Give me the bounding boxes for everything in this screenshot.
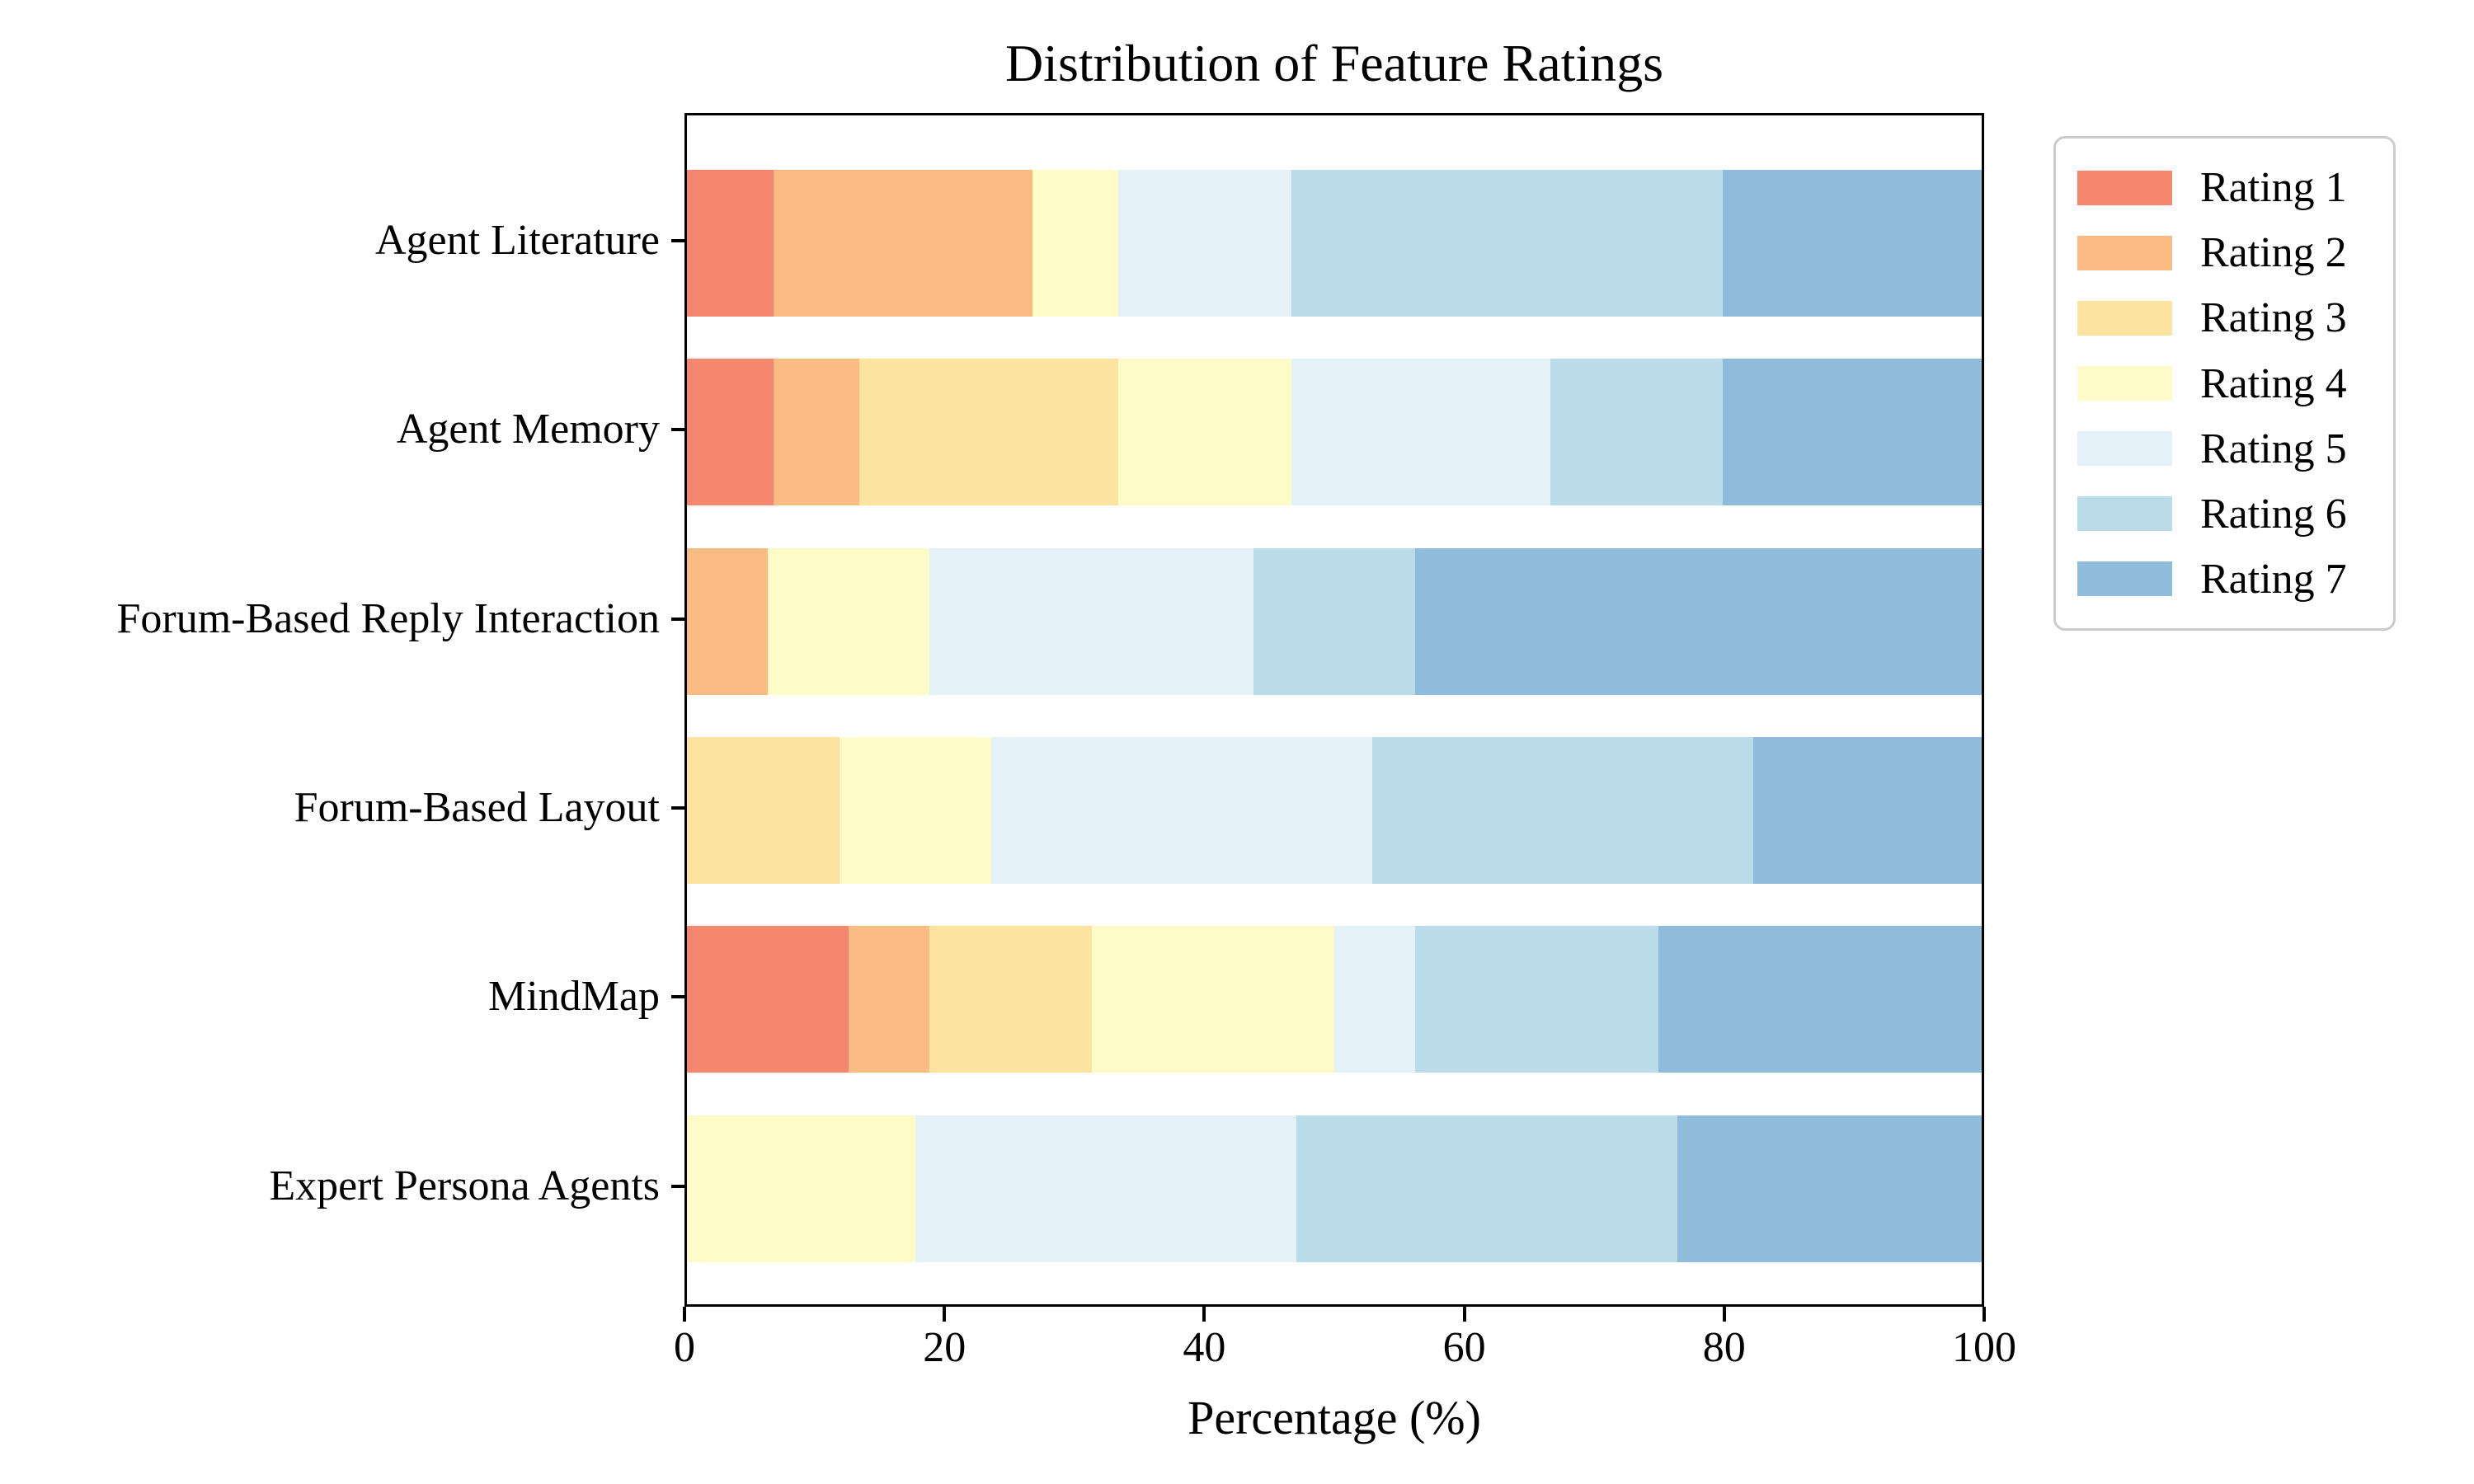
legend-row-rating-3: Rating 3	[2077, 294, 2385, 342]
bar-segment-forum-based-reply-interaction-rating-5	[929, 547, 1253, 695]
legend-swatch-rating-2	[2077, 235, 2172, 270]
x-tick-label-80: 80	[1702, 1324, 1746, 1371]
bar-segment-agent-literature-rating-2	[773, 170, 1032, 317]
legend-swatch-rating-3	[2077, 300, 2172, 336]
bar-segment-agent-memory-rating-4	[1118, 359, 1291, 506]
bar-segment-mindmap-rating-2	[849, 926, 930, 1073]
bar-row-agent-memory	[687, 359, 1982, 506]
y-tick-mark	[671, 428, 684, 432]
y-tick-label-agent-memory: Agent Memory	[396, 406, 660, 453]
bar-row-mindmap	[687, 926, 1982, 1073]
y-tick-mark	[671, 805, 684, 810]
bar-segment-expert-persona-agents-rating-7	[1677, 1115, 1982, 1262]
bar-segment-agent-memory-rating-5	[1291, 359, 1550, 506]
legend-label-rating-3: Rating 3	[2200, 294, 2347, 342]
legend-row-rating-2: Rating 2	[2077, 228, 2385, 277]
x-tick-mark	[1982, 1307, 1986, 1322]
x-tick-label-0: 0	[674, 1324, 695, 1371]
bar-segment-agent-literature-rating-6	[1291, 170, 1723, 317]
bar-segment-forum-based-layout-rating-4	[839, 736, 992, 884]
y-tick-label-agent-literature: Agent Literature	[374, 217, 660, 264]
legend-row-rating-4: Rating 4	[2077, 359, 2385, 408]
bar-segment-expert-persona-agents-rating-4	[687, 1115, 916, 1262]
bar-segment-forum-based-reply-interaction-rating-4	[768, 547, 930, 695]
bar-segment-agent-memory-rating-6	[1550, 359, 1723, 506]
legend-row-rating-7: Rating 7	[2077, 555, 2385, 603]
legend-swatch-rating-1	[2077, 170, 2172, 205]
x-tick-mark	[683, 1307, 686, 1322]
y-tick-label-expert-persona-agents: Expert Persona Agents	[269, 1162, 660, 1209]
y-tick-label-forum-based-layout: Forum-Based Layout	[294, 783, 660, 831]
chart-title: Distribution of Feature Ratings	[1004, 34, 1664, 92]
y-tick-mark	[671, 239, 684, 242]
bar-segment-agent-literature-rating-5	[1118, 170, 1291, 317]
legend-label-rating-6: Rating 6	[2200, 490, 2347, 538]
bar-segment-mindmap-rating-1	[687, 926, 849, 1073]
legend: Rating 1 Rating 2 Rating 3 Rating 4 Rating 5…	[2053, 136, 2396, 631]
legend-swatch-rating-6	[2077, 496, 2172, 532]
bar-row-forum-based-reply-interaction	[687, 547, 1982, 695]
x-tick-mark	[1462, 1307, 1466, 1322]
legend-label-rating-4: Rating 4	[2200, 359, 2347, 407]
bar-segment-agent-literature-rating-1	[687, 170, 774, 317]
legend-row-rating-6: Rating 6	[2077, 490, 2385, 538]
bar-segment-agent-literature-rating-7	[1722, 170, 1982, 317]
bar-segment-mindmap-rating-5	[1334, 926, 1416, 1073]
bar-segment-expert-persona-agents-rating-5	[915, 1115, 1296, 1262]
legend-swatch-rating-7	[2077, 561, 2172, 597]
legend-row-rating-5: Rating 5	[2077, 425, 2385, 473]
bar-segment-expert-persona-agents-rating-6	[1296, 1115, 1677, 1262]
bar-segment-agent-memory-rating-3	[859, 359, 1119, 506]
bar-segment-forum-based-layout-rating-5	[991, 736, 1372, 884]
bar-segment-forum-based-layout-rating-3	[687, 736, 840, 884]
bar-segment-forum-based-reply-interaction-rating-6	[1253, 547, 1416, 695]
x-tick-mark	[1722, 1307, 1726, 1322]
bar-segment-mindmap-rating-4	[1091, 926, 1334, 1073]
bar-row-agent-literature	[687, 170, 1982, 317]
bar-segment-agent-literature-rating-4	[1032, 170, 1119, 317]
legend-label-rating-7: Rating 7	[2200, 555, 2347, 603]
legend-swatch-rating-4	[2077, 366, 2172, 401]
x-axis-label: Percentage (%)	[1188, 1391, 1481, 1444]
y-tick-mark	[671, 1184, 684, 1188]
legend-label-rating-5: Rating 5	[2200, 425, 2347, 472]
bar-segment-forum-based-reply-interaction-rating-2	[687, 547, 769, 695]
legend-label-rating-2: Rating 2	[2200, 229, 2347, 277]
legend-row-rating-1: Rating 1	[2077, 163, 2385, 212]
bar-segment-forum-based-layout-rating-7	[1752, 736, 1982, 884]
bar-segment-forum-based-reply-interaction-rating-7	[1415, 547, 1982, 695]
y-tick-label-mindmap: MindMap	[488, 973, 660, 1021]
x-tick-label-100: 100	[1952, 1324, 2016, 1371]
bar-segment-agent-memory-rating-2	[773, 359, 860, 506]
y-tick-label-forum-based-reply-interaction: Forum-Based Reply Interaction	[116, 594, 660, 642]
bar-segment-mindmap-rating-3	[929, 926, 1092, 1073]
x-tick-mark	[1202, 1307, 1206, 1322]
bar-row-expert-persona-agents	[687, 1115, 1982, 1262]
bar-segment-forum-based-layout-rating-6	[1371, 736, 1753, 884]
bar-segment-agent-memory-rating-7	[1722, 359, 1982, 506]
legend-label-rating-1: Rating 1	[2200, 164, 2347, 212]
x-tick-label-20: 20	[923, 1324, 967, 1371]
bar-row-forum-based-layout	[687, 736, 1982, 884]
x-tick-label-40: 40	[1183, 1324, 1226, 1371]
bar-segment-agent-memory-rating-1	[687, 359, 774, 506]
y-tick-mark	[671, 995, 684, 999]
x-tick-label-60: 60	[1442, 1324, 1486, 1371]
x-tick-mark	[943, 1307, 947, 1322]
plot-area	[684, 113, 1984, 1307]
bar-segment-mindmap-rating-6	[1415, 926, 1658, 1073]
legend-swatch-rating-5	[2077, 431, 2172, 467]
bar-segment-mindmap-rating-7	[1658, 926, 1982, 1073]
y-tick-mark	[671, 617, 684, 621]
